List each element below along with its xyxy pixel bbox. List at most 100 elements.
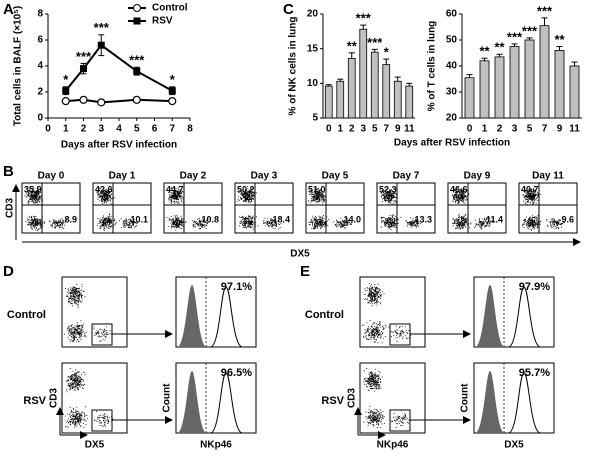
x-tick-label: 0 <box>326 124 332 135</box>
x-tick-label: 2 <box>81 124 87 135</box>
event-dots <box>97 213 118 231</box>
event-dots <box>380 214 402 230</box>
percent-label: 97.1% <box>221 281 252 293</box>
significance: * <box>63 72 69 87</box>
x-tick-label: 9 <box>557 124 563 135</box>
legend-marker <box>133 4 141 12</box>
bar <box>494 56 505 119</box>
x-tick-label: 1 <box>482 124 488 135</box>
y-tick-label: 5 <box>312 113 318 124</box>
bar <box>324 85 333 119</box>
event-dots <box>451 187 470 205</box>
legend-label: RSV <box>152 16 173 27</box>
event-dots <box>380 187 398 206</box>
stained-histogram <box>210 286 243 348</box>
significance: ** <box>494 40 505 55</box>
x-tick-label: 3 <box>360 124 366 135</box>
point <box>97 41 105 49</box>
y-tick-label: 0 <box>37 113 43 124</box>
day-label: Day 5 <box>322 171 349 182</box>
x-tick-label: 4 <box>116 124 122 135</box>
x-tick-label: 2 <box>349 124 355 135</box>
x-tick-label: 6 <box>152 124 158 135</box>
y-axis-label: CD3 <box>347 388 358 408</box>
event-dots <box>96 187 115 206</box>
x-tick-label: 5 <box>134 124 140 135</box>
event-dots <box>363 368 383 392</box>
event-dots <box>94 411 114 427</box>
panel-letter: E <box>300 263 310 280</box>
quadrant-percent: 35.9 <box>24 184 42 194</box>
panel-letter: D <box>3 263 14 280</box>
x-axis-label: DX5 <box>85 440 105 451</box>
y-tick-label: 2 <box>37 87 43 98</box>
day-label: Day 2 <box>180 171 207 182</box>
percent-label: 95.7% <box>519 367 550 379</box>
x-tick-label: 11 <box>404 124 415 135</box>
y-axis-label: CD3 <box>49 388 60 408</box>
quadrant-percent: 46.6 <box>450 184 468 194</box>
point <box>132 95 141 104</box>
panel-letter: A <box>3 1 14 18</box>
panel-letter: C <box>283 1 294 18</box>
bar <box>405 85 414 119</box>
bar <box>393 80 402 119</box>
x-tick-label: 2 <box>497 124 503 135</box>
y-axis-label: Count <box>460 383 471 413</box>
x-axis-label: Days after RSV infection <box>394 138 510 149</box>
significance: *** <box>507 29 523 44</box>
stained-histogram <box>210 372 243 434</box>
event-dots <box>66 368 86 393</box>
point <box>168 96 177 106</box>
event-dots <box>308 187 327 204</box>
bar <box>359 28 368 119</box>
event-dots <box>522 215 542 231</box>
y-tick-label: 6 <box>37 35 43 46</box>
event-dots <box>363 405 385 428</box>
condition-label: Control <box>305 309 344 321</box>
event-dots <box>49 218 70 229</box>
y-tick-label: 10 <box>307 78 319 89</box>
bar <box>554 50 565 119</box>
bar <box>479 60 490 119</box>
event-dots <box>119 218 138 229</box>
x-tick-label: 7 <box>542 124 548 135</box>
event-dots <box>546 218 565 230</box>
event-dots <box>388 325 412 342</box>
event-dots <box>391 409 410 428</box>
event-dots <box>166 214 187 231</box>
x-tick-label: 1 <box>63 124 69 135</box>
x-tick-label: 5 <box>527 124 533 135</box>
bar <box>336 80 345 119</box>
condition-label: RSV <box>321 395 344 407</box>
bar <box>539 25 550 119</box>
y-tick-label: 20 <box>446 113 458 124</box>
y-tick-label: 4 <box>37 61 43 72</box>
x-tick-label: 5 <box>372 124 378 135</box>
event-dots <box>24 186 44 205</box>
condition-label: Control <box>7 309 46 321</box>
significance: ** <box>347 38 358 53</box>
significance: ** <box>554 32 565 47</box>
bar <box>464 77 475 119</box>
x-tick-label: 7 <box>169 124 175 135</box>
quadrant-percent: 18.4 <box>272 214 290 224</box>
legend-label: Control <box>152 3 188 14</box>
y-tick-label: 40 <box>446 61 458 72</box>
x-tick-label: 7 <box>383 124 389 135</box>
x-tick-label: 3 <box>98 124 104 135</box>
x-axis-label: NKp46 <box>200 440 232 451</box>
significance: *** <box>356 11 372 26</box>
event-dots <box>64 406 88 428</box>
y-axis-label: % of T cells in lung <box>427 21 438 112</box>
x-tick-label: 0 <box>467 124 473 135</box>
isotype-histogram <box>476 285 504 347</box>
bar <box>382 64 391 119</box>
y-tick-label: 50 <box>446 35 458 46</box>
percent-label: 97.9% <box>519 281 550 293</box>
bar <box>370 51 379 119</box>
y-tick-label: 8 <box>37 9 43 20</box>
significance: *** <box>94 20 110 35</box>
event-dots <box>522 186 542 205</box>
